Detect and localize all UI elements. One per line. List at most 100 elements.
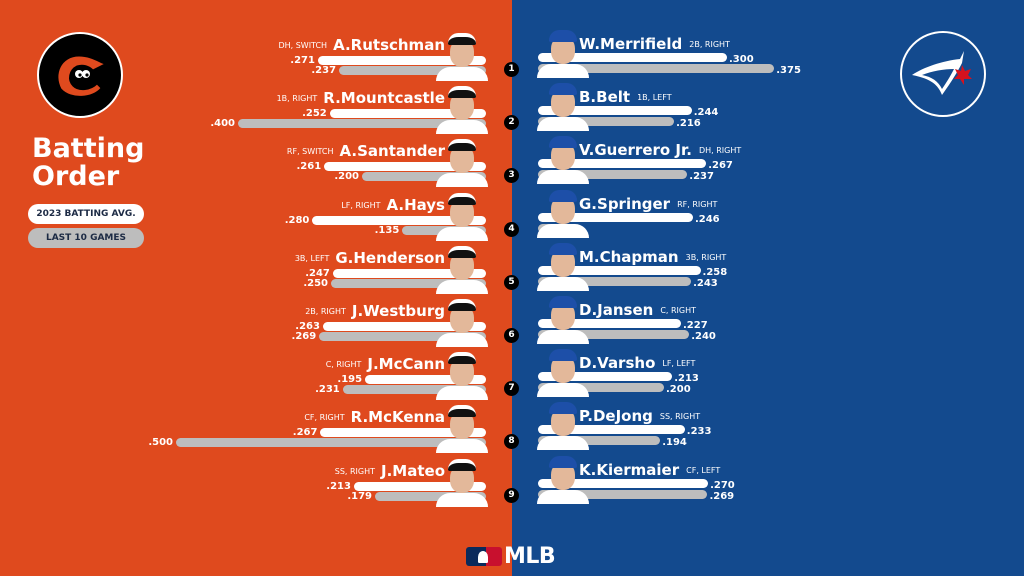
title-line-1: Batting [32,133,145,164]
player-name: J.McCann [367,355,445,374]
last-10-value: .375 [776,65,801,76]
last-10-bar [538,330,690,339]
season-avg-value: .270 [710,479,735,491]
player-position: DH, SWITCH [278,41,328,50]
player-name: A.Santander [339,142,445,161]
last-10-value: .269 [709,490,735,502]
last-10-bar [538,117,675,127]
season-avg-value: .271 [290,55,315,66]
player-name: G.Springer [579,194,671,213]
mlb-wordmark: MLB [504,544,556,569]
player-name: P.DeJong [579,407,653,426]
player-name: V.Guerrero Jr. [579,141,692,160]
last-10-bar [538,383,664,393]
player-name: A.Hays [386,195,445,214]
player-photo [436,31,488,81]
orioles-bird-logo-icon [37,32,123,118]
season-avg-value: .267 [292,427,318,439]
last-10-value: .135 [374,224,400,236]
title-line-2: Order [32,161,120,192]
season-avg-value: .227 [683,320,708,331]
player-name: W.Merrifield [579,35,683,53]
player-position: CF, LEFT [686,465,721,475]
player-photo [537,347,589,398]
order-number: 7 [504,381,519,397]
legend-last-10-games: LAST 10 GAMES [28,228,144,248]
player-name: G.Henderson [335,248,445,267]
player-name: R.Mountcastle [323,89,445,108]
player-position: 3B, RIGHT [685,252,727,262]
season-avg-bar [329,109,486,119]
order-number: 8 [504,434,519,450]
season-avg-bar [538,372,673,382]
player-photo [436,350,488,401]
player-name: R.McKenna [350,408,445,427]
last-10-bar [238,119,486,129]
last-10-value: .231 [315,384,340,396]
player-photo [537,400,589,451]
last-10-value: .194 [662,437,687,449]
season-avg-bar [317,56,486,65]
player-photo [436,191,488,241]
season-avg-value: .300 [729,54,754,65]
last-10-bar [538,170,688,180]
season-avg-value: .263 [295,321,320,332]
order-number: 1 [504,62,519,77]
season-avg-value: .233 [686,426,712,438]
season-avg-bar [324,162,486,172]
last-10-bar [331,278,486,288]
player-name: D.Jansen [579,301,654,319]
player-position: LF, RIGHT [341,200,381,210]
player-name: K.Kiermaier [579,460,680,479]
last-10-value: .216 [676,118,701,130]
last-10-bar [342,385,486,395]
season-avg-bar [320,428,486,438]
last-10-bar [538,276,692,286]
last-10-bar [538,64,775,73]
player-photo [537,28,589,78]
order-number: 6 [504,328,519,343]
player-photo [537,188,589,238]
order-number: 5 [504,274,519,290]
season-avg-value: .258 [702,266,728,278]
last-10-bar [538,489,708,499]
order-number: 4 [504,221,519,237]
player-name: A.Rutschman [333,36,445,54]
season-avg-bar [538,478,709,488]
last-10-bar [319,332,486,341]
last-10-value: .237 [311,65,337,76]
season-avg-bar [538,53,727,62]
season-avg-bar [332,268,486,278]
player-photo [537,294,589,344]
last-10-value: .237 [689,171,714,183]
player-name: B.Belt [579,88,631,107]
player-photo [436,137,488,188]
player-name: M.Chapman [579,247,679,266]
season-avg-bar [312,215,486,225]
player-position: 2B, RIGHT [689,40,730,49]
order-number: 2 [504,115,519,131]
mlb-batter-icon [466,547,502,566]
order-number: 9 [504,487,519,503]
player-name: D.Varsho [579,354,656,373]
season-avg-bar [538,425,685,435]
last-10-value: .269 [291,331,317,342]
player-position: DH, RIGHT [698,146,742,156]
last-10-bar [339,66,486,75]
season-avg-value: .195 [337,374,363,386]
last-10-bar [176,438,486,448]
player-name: J.Mateo [381,461,445,480]
season-avg-bar [322,322,486,331]
player-position: LF, LEFT [662,359,696,369]
season-avg-value: .252 [302,108,327,120]
season-avg-bar [538,212,693,222]
season-avg-bar [538,319,681,328]
last-10-bar [375,491,486,501]
season-avg-value: .267 [708,160,733,172]
player-position: C, RIGHT [325,360,362,370]
season-avg-value: .213 [326,480,351,492]
order-number: 3 [504,168,519,184]
last-10-value: .240 [691,331,716,342]
legend-batting-avg: 2023 BATTING AVG. [28,204,144,224]
last-10-value: .250 [303,277,328,289]
